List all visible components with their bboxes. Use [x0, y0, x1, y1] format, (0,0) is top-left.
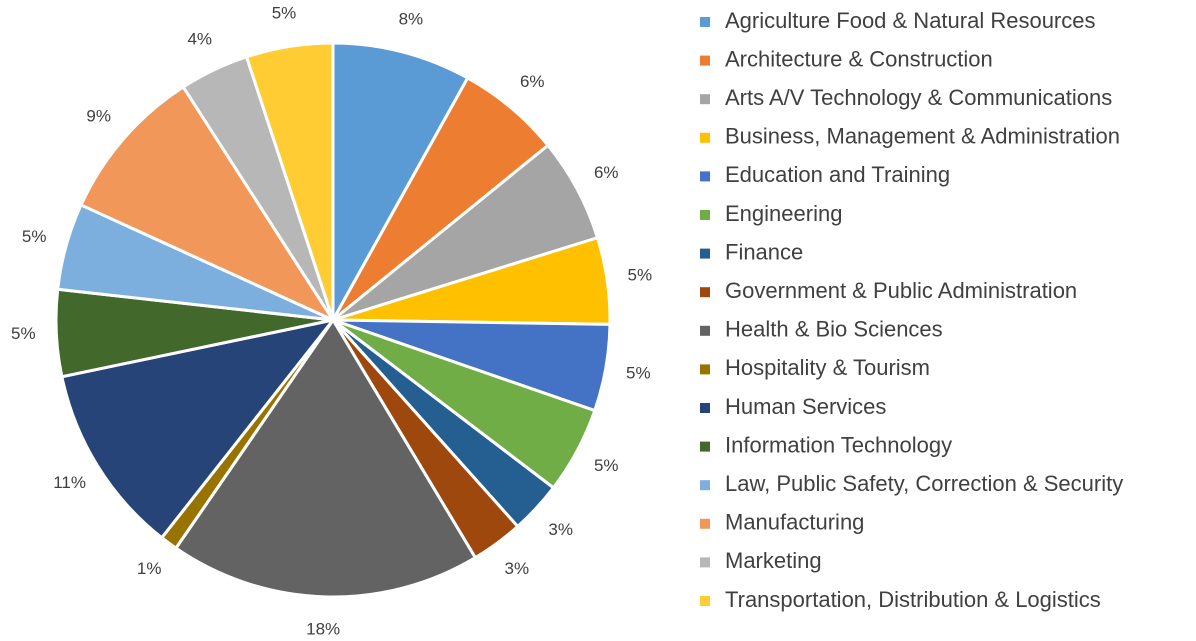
- data-label: 9%: [86, 106, 111, 125]
- legend-swatch: [700, 364, 710, 375]
- legend-swatch: [700, 557, 710, 568]
- legend-label: Arts A/V Technology & Communications: [725, 85, 1112, 110]
- data-label: 8%: [399, 9, 424, 28]
- legend-swatch: [700, 325, 710, 336]
- legend-swatch: [700, 210, 710, 220]
- data-label: 5%: [22, 227, 47, 246]
- legend-label: Business, Management & Administration: [725, 124, 1120, 149]
- data-label: 3%: [505, 559, 530, 578]
- legend-swatch: [700, 17, 710, 27]
- legend-swatch: [700, 287, 710, 298]
- legend-swatch: [700, 132, 710, 143]
- legend-swatch: [700, 596, 710, 606]
- data-label: 11%: [53, 473, 86, 492]
- legend-swatch: [700, 171, 710, 182]
- data-label: 5%: [628, 265, 653, 284]
- legend-label: Engineering: [725, 201, 842, 226]
- legend-swatch: [700, 480, 710, 491]
- legend-swatch: [700, 403, 710, 413]
- data-label: 6%: [520, 72, 545, 91]
- data-label: 18%: [306, 619, 340, 638]
- data-label: 6%: [594, 163, 619, 182]
- legend-swatch: [700, 518, 710, 529]
- legend-label: Architecture & Construction: [725, 46, 993, 71]
- legend-label: Marketing: [725, 548, 822, 573]
- legend-label: Government & Public Administration: [725, 278, 1077, 303]
- pie-slice: [173, 317, 478, 599]
- legend-swatch: [700, 55, 710, 66]
- pie-slice: [244, 41, 335, 321]
- legend-label: Health & Bio Sciences: [725, 317, 943, 342]
- pie-slice: [60, 317, 337, 540]
- legend-label: Human Services: [725, 394, 886, 419]
- legend-swatch: [700, 441, 710, 452]
- legend-label: Hospitality & Tourism: [725, 355, 930, 380]
- legend-label: Finance: [725, 239, 803, 264]
- data-label: 5%: [626, 363, 651, 382]
- data-label: 5%: [594, 456, 619, 475]
- data-label: 5%: [11, 324, 36, 343]
- legend-label: Manufacturing: [725, 510, 864, 535]
- legend-swatch: [700, 94, 710, 105]
- legend-label: Agriculture Food & Natural Resources: [725, 8, 1096, 33]
- data-label: 3%: [548, 520, 573, 539]
- legend-label: Transportation, Distribution & Logistics: [725, 587, 1101, 612]
- legend-label: Information Technology: [725, 432, 952, 457]
- legend-swatch: [700, 248, 710, 259]
- pie-slice: [79, 84, 338, 324]
- legend-label: Law, Public Safety, Correction & Securit…: [725, 471, 1123, 496]
- data-label: 1%: [137, 559, 162, 578]
- legend-label: Education and Training: [725, 162, 950, 187]
- data-label: 4%: [187, 30, 212, 49]
- pie-slice: [331, 41, 470, 326]
- data-label: 5%: [272, 3, 297, 22]
